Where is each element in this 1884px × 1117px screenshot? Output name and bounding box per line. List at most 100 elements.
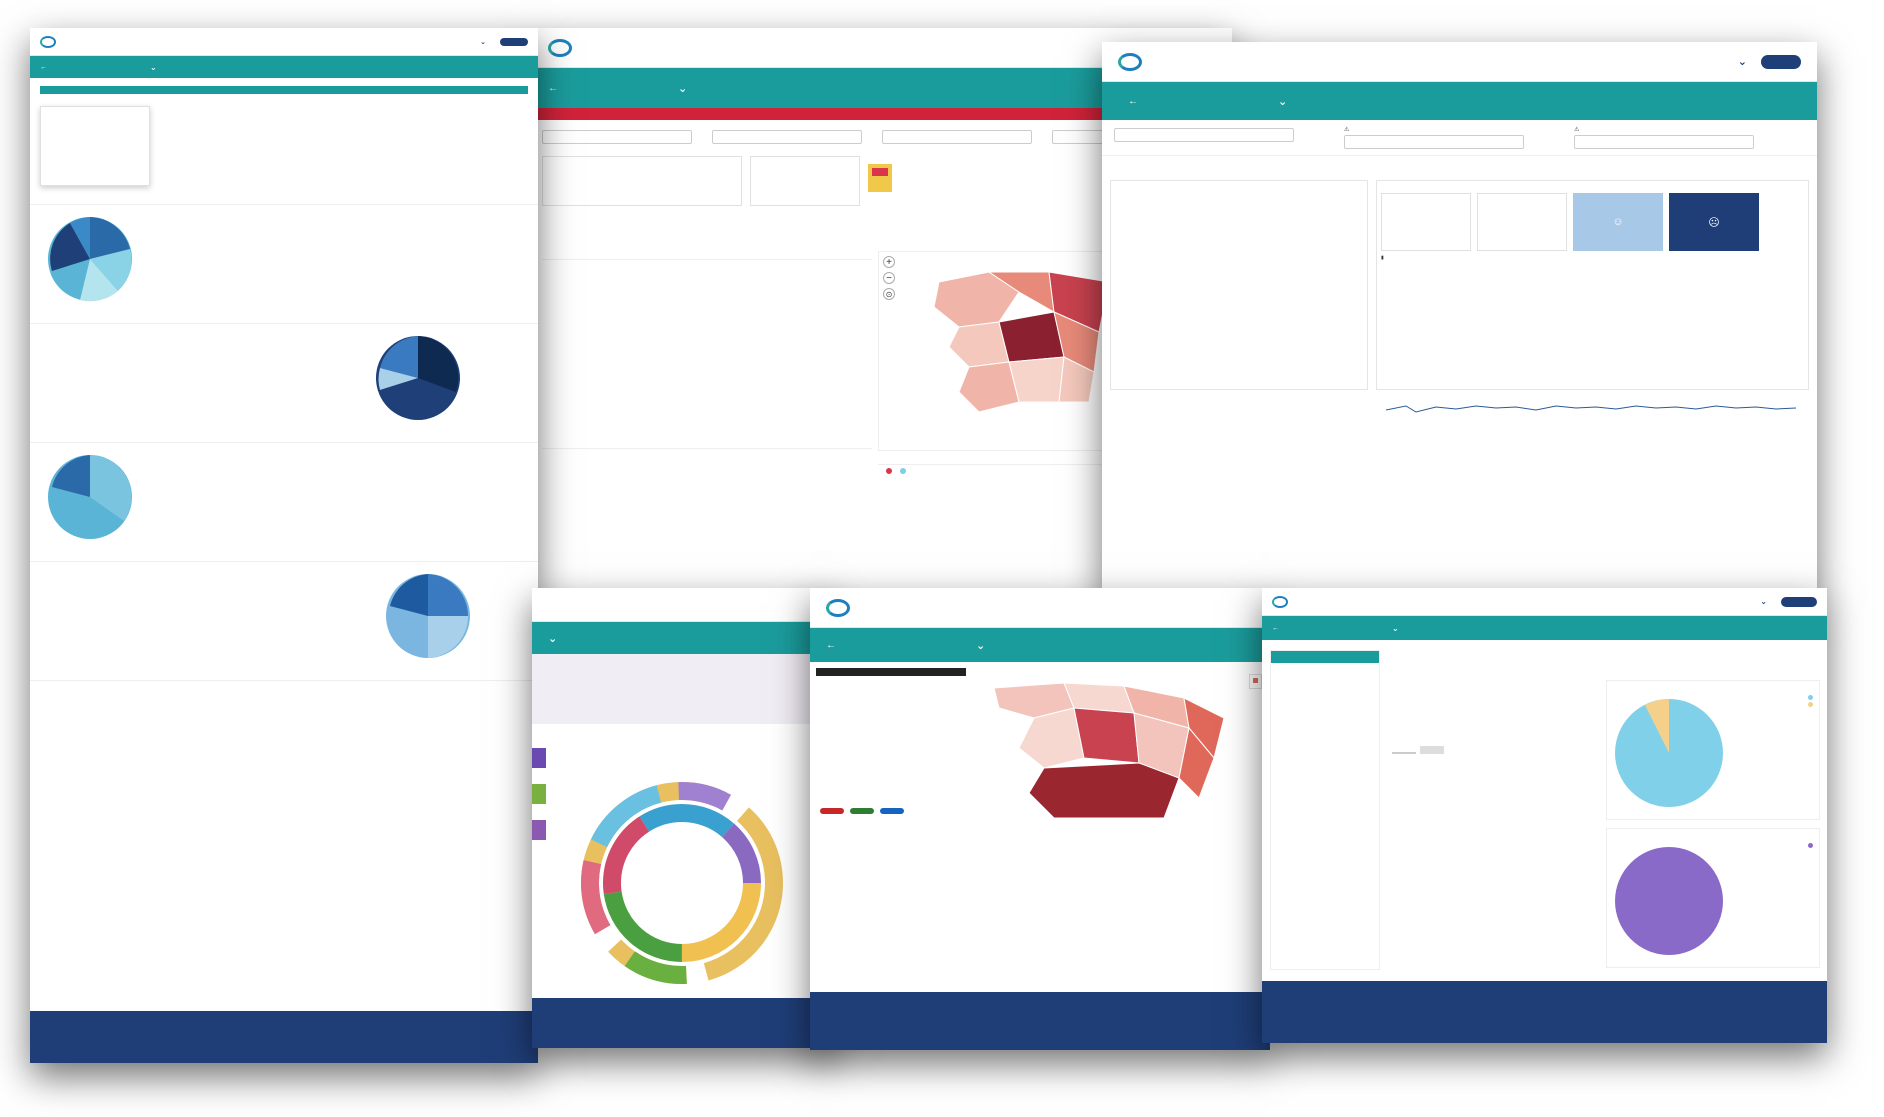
- kpi-empleados: [750, 156, 860, 206]
- brand-logo[interactable]: [40, 35, 150, 48]
- filter-proyecto[interactable]: [542, 130, 692, 144]
- change-figure-button[interactable]: [868, 164, 892, 192]
- login-button[interactable]: [1761, 54, 1801, 69]
- login-button[interactable]: [1781, 596, 1817, 607]
- word-cloud: [1381, 261, 1804, 379]
- sub-header: ← ⌄: [30, 56, 538, 78]
- filter-buscador[interactable]: [1344, 135, 1524, 149]
- logo-icon: [40, 35, 56, 48]
- pulse-kpis: ☺ ☹: [1377, 189, 1808, 255]
- footer: [1262, 981, 1827, 1043]
- screen-smart-icu: ⌄ ← ⌄: [1262, 588, 1827, 1043]
- menu-select[interactable]: ⌄: [1392, 623, 1399, 633]
- vg-sidebar: [816, 668, 966, 814]
- destino-section: [30, 324, 538, 434]
- footer: [30, 1011, 538, 1063]
- sunburst-chart[interactable]: [532, 768, 832, 1008]
- nav-links: [150, 39, 480, 44]
- filters: ⚠ ⚠: [1102, 120, 1817, 156]
- sad-icon: ☹: [1708, 216, 1720, 229]
- logo-icon: [826, 598, 850, 617]
- funcional-section: [30, 443, 538, 553]
- procedencia-pie: [1615, 699, 1723, 807]
- subtabs: [532, 108, 1232, 120]
- download-pdf-button[interactable]: [820, 808, 844, 814]
- pulso-panel: ☺ ☹ ▮: [1376, 180, 1809, 390]
- timeframe[interactable]: ▮: [1381, 255, 1384, 261]
- logo-icon: [548, 38, 572, 57]
- zoom-out-icon[interactable]: −: [883, 272, 895, 284]
- filter-fecha[interactable]: [1574, 135, 1754, 149]
- back-link[interactable]: ←: [826, 639, 836, 651]
- menu-select[interactable]: ⌄: [678, 82, 688, 95]
- back-link[interactable]: ←: [1272, 624, 1279, 632]
- kpi-row: [532, 152, 1232, 210]
- data-table: [30, 681, 538, 689]
- login-button[interactable]: [500, 37, 528, 46]
- filter-row: [30, 102, 538, 190]
- spain-map[interactable]: [974, 668, 1264, 848]
- filter-provincia[interactable]: [712, 130, 862, 144]
- tweets-neg-card: ☹: [1669, 193, 1759, 251]
- ministerio-section: [30, 205, 538, 315]
- denuncias-tipo: [974, 856, 1264, 860]
- screen-madrid: ⌄ ← ⌄ ⚠ ⚠: [1102, 42, 1817, 597]
- last-tweets: [1110, 434, 1809, 440]
- menu-select[interactable]: ⌄: [150, 62, 157, 72]
- reset-icon[interactable]: ⊙: [883, 288, 895, 300]
- zoom-in-icon[interactable]: +: [883, 256, 895, 268]
- procedencia-legend: [1808, 695, 1813, 709]
- filter-colectivo[interactable]: [882, 130, 1032, 144]
- language-select[interactable]: ⌄: [1737, 56, 1747, 68]
- tweets-pos-card: ☺: [1573, 193, 1663, 251]
- brand-logo[interactable]: [1118, 52, 1268, 71]
- brand-logo[interactable]: [826, 598, 976, 617]
- top-nav: ⌄: [1102, 42, 1817, 82]
- funcional-pie: [48, 455, 132, 539]
- brand-logo[interactable]: [548, 38, 698, 57]
- footer: [810, 992, 1270, 1050]
- asuntos-chart: [820, 692, 966, 802]
- consejeria-chart: [542, 440, 872, 452]
- menu-select[interactable]: ⌄: [548, 632, 558, 645]
- top-nav: [532, 588, 832, 622]
- ministerio-pie: [48, 217, 132, 302]
- nav-links: [542, 602, 822, 607]
- province-map[interactable]: + − ⊙: [878, 251, 1228, 451]
- sub-header: ⌄: [532, 622, 832, 654]
- tab-totales[interactable]: [1392, 746, 1416, 754]
- logo-icon: [1272, 595, 1288, 608]
- evolution-line: [1385, 405, 1797, 413]
- filter-distrito[interactable]: [1114, 128, 1294, 142]
- download-csv-button[interactable]: [880, 808, 904, 814]
- spain-choropleth: [993, 682, 1225, 819]
- top-nav: ⌄: [1262, 588, 1827, 616]
- menu-select[interactable]: ⌄: [976, 639, 986, 652]
- menu-select[interactable]: ⌄: [1278, 95, 1288, 108]
- cyl-map: [933, 271, 1110, 413]
- top-nav: [810, 588, 1270, 628]
- back-link[interactable]: ←: [40, 63, 47, 71]
- screen-docentes: ⌄: [532, 588, 832, 1048]
- download-xls-button[interactable]: [850, 808, 874, 814]
- destino-pie: [376, 336, 460, 420]
- destino-panel: [1606, 828, 1820, 968]
- icu-demographics: [1388, 680, 1588, 740]
- back-link[interactable]: ←: [1128, 95, 1138, 107]
- brand-logo[interactable]: [1272, 595, 1382, 608]
- habitantes-card: [1381, 193, 1471, 251]
- destino-legend: [1808, 843, 1813, 850]
- download-buttons: [816, 808, 966, 814]
- kpi-total: [40, 106, 150, 186]
- smile-icon: ☺: [1612, 216, 1624, 228]
- layers-panel[interactable]: [1249, 674, 1262, 689]
- tab-indices[interactable]: [1420, 746, 1444, 754]
- back-link[interactable]: ←: [548, 82, 558, 94]
- edad-card: [1477, 193, 1567, 251]
- warning-icon: ⚠: [1574, 127, 1580, 133]
- evolution-chart: [1376, 392, 1809, 432]
- procedencia-panel: [1606, 680, 1820, 820]
- language-select[interactable]: ⌄: [480, 38, 486, 46]
- everis-section: [30, 562, 538, 672]
- language-select[interactable]: ⌄: [1760, 597, 1767, 606]
